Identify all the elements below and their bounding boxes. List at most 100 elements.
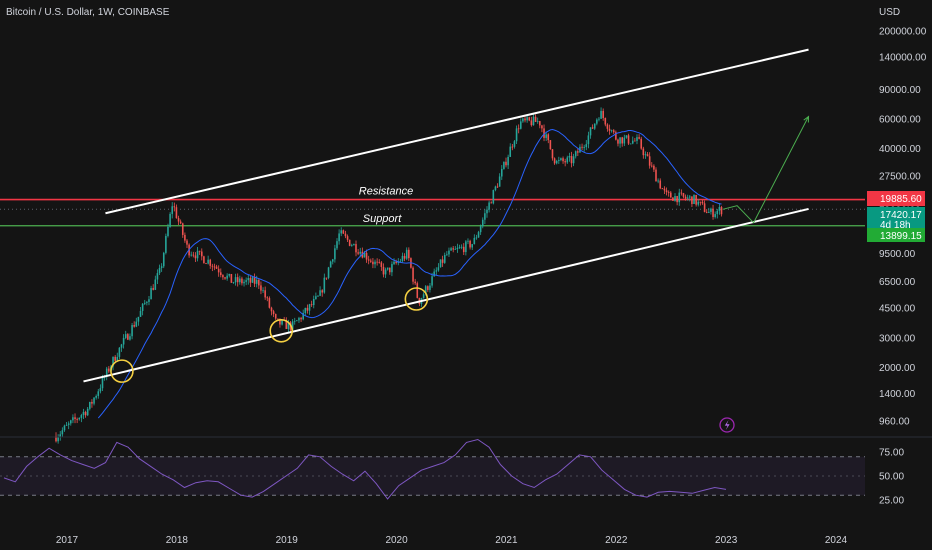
candle-body: [154, 279, 157, 290]
candle-body: [439, 259, 442, 268]
candle-body: [82, 411, 85, 416]
candle-body: [555, 160, 558, 164]
candle-body: [213, 266, 216, 268]
candle-body: [300, 317, 302, 320]
rsi-tick-label: 25.00: [879, 496, 904, 507]
candle-body: [353, 244, 355, 246]
circled-low[interactable]: [110, 359, 134, 383]
candle-body: [587, 135, 590, 145]
candle-body: [473, 237, 476, 245]
candle-body: [530, 120, 533, 126]
candle-body: [99, 388, 102, 392]
candle-body: [494, 186, 497, 191]
candle-body: [659, 180, 662, 189]
candle-body: [262, 290, 264, 292]
candle-body: [665, 190, 668, 193]
price-label-bg: [867, 207, 925, 231]
candle-body: [156, 273, 159, 280]
candle-body: [389, 267, 391, 273]
candle-body: [255, 279, 258, 284]
resistance-label: Resistance: [359, 186, 413, 198]
candle-body: [173, 206, 176, 208]
candle-body: [277, 318, 279, 320]
candle-body: [378, 262, 381, 263]
candle-body: [522, 118, 524, 122]
candle-body: [363, 252, 366, 258]
candle-body: [585, 144, 588, 148]
candle-body: [427, 286, 429, 290]
candle-body: [642, 148, 645, 156]
candle-body: [604, 117, 607, 125]
candle-body: [315, 296, 317, 299]
candle-body: [137, 316, 140, 322]
candle-body: [492, 190, 495, 204]
candle-body: [65, 424, 68, 426]
candle-body: [108, 368, 110, 372]
candle-body: [648, 156, 651, 166]
candle-body: [646, 154, 649, 157]
candle-body: [469, 240, 471, 248]
candle-body: [84, 411, 87, 416]
candle-body: [124, 334, 127, 338]
candle-body: [475, 237, 478, 239]
time-tick-label: 2019: [276, 535, 299, 546]
candle-body: [274, 314, 277, 319]
candle-body: [374, 261, 376, 265]
price-tick-label: 2000.00: [879, 363, 916, 374]
candle-body: [355, 244, 357, 253]
candle-body: [539, 121, 541, 126]
candle-body: [165, 236, 167, 253]
candle-body: [150, 288, 152, 300]
candle-body: [133, 325, 135, 327]
candle-body: [634, 140, 636, 142]
channel-upper-line[interactable]: [105, 48, 809, 215]
candle-body: [245, 280, 247, 282]
candle-body: [260, 285, 262, 291]
time-tick-label: 2018: [166, 535, 189, 546]
candle-body: [513, 141, 516, 147]
projection-path[interactable]: [722, 116, 809, 224]
time-axis[interactable]: 2017 2018 2019 2020 2021 2022 2023 2024: [56, 535, 848, 546]
rsi-pane[interactable]: 75.00 50.00 25.00: [0, 436, 932, 507]
lightning-icon[interactable]: [719, 417, 735, 433]
candle-body: [669, 192, 672, 198]
candle-body: [589, 127, 592, 136]
circled-low[interactable]: [269, 319, 294, 343]
candle-body: [200, 251, 203, 257]
price-tick-label: 3000.00: [879, 333, 916, 344]
candle-body: [631, 140, 634, 144]
price-tick-label: 40000.00: [879, 144, 921, 155]
candle-body: [380, 262, 383, 267]
candle-body: [167, 226, 169, 237]
candle-body: [678, 192, 681, 203]
candle-body: [577, 151, 579, 153]
annotations[interactable]: Resistance Support: [110, 115, 810, 383]
candle-body: [285, 319, 288, 329]
channel-lines[interactable]: [83, 48, 809, 383]
candle-body: [412, 267, 414, 282]
candle-body: [160, 266, 163, 268]
candle-body: [456, 247, 459, 250]
candle-body: [372, 261, 374, 265]
chart-title: Bitcoin / U.S. Dollar, 1W, COINBASE: [6, 7, 170, 18]
candle-body: [298, 317, 300, 321]
channel-lower-line[interactable]: [83, 207, 809, 383]
candle-body: [312, 298, 315, 306]
candle-body: [184, 234, 186, 241]
candle-body: [650, 165, 653, 167]
candle-body: [143, 302, 146, 304]
candle-body: [232, 282, 235, 284]
candle-body: [239, 278, 241, 283]
candle-body: [78, 417, 81, 420]
candle-body: [532, 116, 535, 126]
candle-body: [395, 261, 397, 263]
time-tick-label: 2024: [825, 535, 848, 546]
circled-low[interactable]: [404, 287, 429, 311]
candle-body: [703, 203, 706, 212]
candle-body: [448, 250, 450, 255]
candle-body: [454, 249, 457, 250]
price-label-text: 19885.60: [880, 194, 922, 205]
candle-body: [465, 241, 467, 253]
candle-body: [93, 397, 95, 404]
